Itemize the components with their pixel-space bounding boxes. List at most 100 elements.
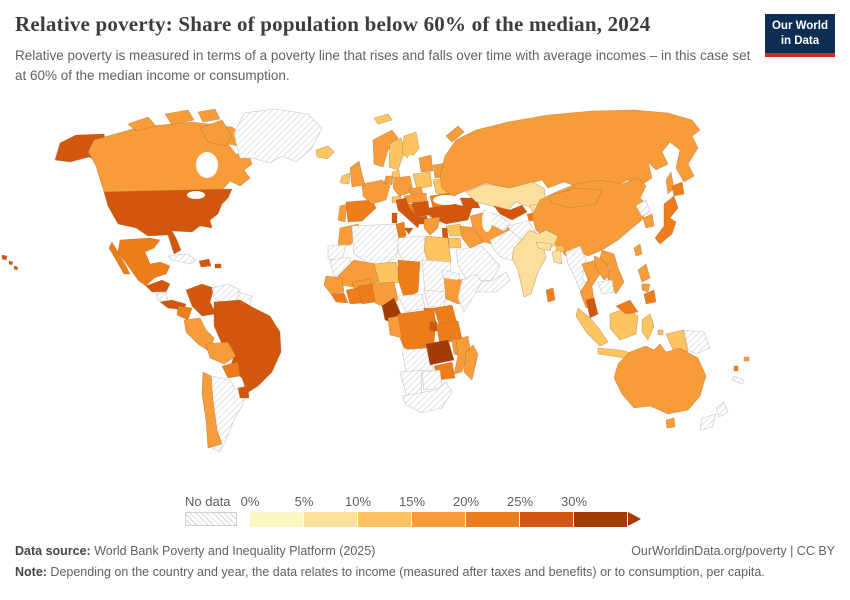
country-tunisia[interactable]: [395, 221, 407, 241]
legend-ticks: 0% 5% 10% 15% 20% 25% 30%: [241, 494, 650, 512]
country-cambodia[interactable]: [597, 279, 615, 295]
legend-bin-5-10%[interactable]: [304, 512, 358, 527]
country-greece[interactable]: [423, 216, 441, 236]
country-namibia[interactable]: [399, 369, 423, 397]
country-taiwan[interactable]: [633, 243, 643, 257]
legend-bar: [250, 512, 650, 527]
baja-california[interactable]: [108, 241, 131, 275]
luzon[interactable]: [637, 263, 651, 283]
country-syria[interactable]: [445, 223, 463, 237]
legend-bin-20-25%[interactable]: [466, 512, 520, 527]
country-nepal[interactable]: [535, 241, 553, 252]
country-usa[interactable]: [103, 188, 233, 255]
moluccas[interactable]: [657, 329, 664, 336]
sulawesi[interactable]: [641, 313, 655, 341]
sicily[interactable]: [403, 227, 414, 235]
country-mindanao[interactable]: [643, 289, 657, 305]
country-russia[interactable]: [439, 109, 701, 197]
novaya-zemlya[interactable]: [445, 125, 465, 143]
country-congo-gabon[interactable]: [387, 315, 403, 339]
country-north-korea[interactable]: [635, 199, 651, 217]
country-south-sudan[interactable]: [423, 289, 447, 309]
legend-bin-25-30%[interactable]: [520, 512, 574, 527]
country-hispaniola[interactable]: [198, 258, 212, 268]
country-botswana[interactable]: [421, 369, 443, 391]
country-south-korea[interactable]: [642, 213, 655, 229]
owid-logo[interactable]: Our World in Data: [764, 14, 835, 57]
country-iceland[interactable]: [315, 145, 335, 160]
country-poland[interactable]: [412, 171, 433, 190]
country-mexico[interactable]: [117, 237, 171, 287]
sumatra[interactable]: [575, 307, 609, 347]
legend-bin-30%+[interactable]: [574, 512, 628, 527]
country-norway[interactable]: [372, 129, 399, 168]
country-baltics[interactable]: [418, 154, 434, 173]
country-uruguay[interactable]: [237, 385, 250, 399]
canada-arctic-islands[interactable]: [127, 108, 233, 147]
country-mozambique[interactable]: [453, 335, 471, 375]
legend-no-data-swatch[interactable]: [185, 512, 237, 526]
country-somalia[interactable]: [457, 273, 483, 313]
country-fiji[interactable]: [743, 356, 750, 362]
country-rwanda-burundi[interactable]: [429, 321, 438, 332]
country-cuba[interactable]: [167, 253, 197, 265]
legend-bin-10-15%[interactable]: [358, 512, 412, 527]
country-italy[interactable]: [395, 197, 421, 229]
country-central-african-republic[interactable]: [397, 293, 426, 313]
country-east-malaysia[interactable]: [615, 299, 639, 315]
country-jordan[interactable]: [447, 237, 462, 249]
country-paraguay[interactable]: [221, 361, 241, 379]
tasmania[interactable]: [665, 417, 676, 429]
country-vietnam[interactable]: [599, 249, 625, 295]
country-bolivia[interactable]: [205, 341, 237, 365]
country-finland[interactable]: [401, 131, 420, 161]
country-sierra-leone-liberia[interactable]: [330, 292, 349, 304]
country-senegal-guinea[interactable]: [323, 275, 345, 295]
country-svalbard[interactable]: [373, 113, 393, 125]
country-united-kingdom[interactable]: [349, 160, 366, 188]
country-zambia[interactable]: [425, 339, 455, 366]
legend-bin-15-20%[interactable]: [412, 512, 466, 527]
country-japan[interactable]: [654, 195, 679, 245]
country-south-africa[interactable]: [401, 381, 453, 414]
attribution-link[interactable]: OurWorldinData.org/poverty | CC BY: [631, 544, 835, 558]
country-ireland[interactable]: [339, 172, 351, 185]
country-portugal[interactable]: [337, 203, 348, 223]
country-angola[interactable]: [401, 347, 434, 373]
sardinia[interactable]: [391, 212, 398, 224]
country-nicaragua[interactable]: [155, 291, 169, 303]
country-uzbekistan[interactable]: [493, 204, 528, 221]
new-zealand-south[interactable]: [699, 413, 717, 431]
country-saudi-arabia[interactable]: [455, 245, 501, 283]
legend-tick-label: 20%: [452, 494, 480, 509]
hokkaido[interactable]: [671, 181, 685, 197]
country-guatemala-honduras[interactable]: [145, 279, 171, 293]
country-new-caledonia[interactable]: [731, 375, 745, 385]
country-benelux[interactable]: [383, 175, 394, 186]
country-france[interactable]: [361, 179, 391, 205]
country-greenland[interactable]: [233, 108, 323, 164]
country-chad[interactable]: [397, 259, 421, 299]
country-australia[interactable]: [613, 343, 707, 415]
country-vanuatu[interactable]: [733, 365, 739, 372]
country-germany[interactable]: [392, 175, 414, 197]
country-madagascar[interactable]: [463, 344, 479, 381]
country-bangladesh[interactable]: [551, 249, 563, 265]
country-eritrea-djibouti[interactable]: [441, 269, 461, 281]
country-papua-new-guinea[interactable]: [683, 329, 711, 355]
country-sri-lanka[interactable]: [545, 287, 556, 303]
legend-tick-label: 25%: [506, 494, 534, 509]
country-mongolia[interactable]: [547, 187, 603, 209]
country-ecuador[interactable]: [176, 305, 193, 321]
legend-no-data-block: No data: [185, 494, 237, 526]
baltic-sea: [407, 155, 415, 169]
legend-bin-0-5%[interactable]: [250, 512, 304, 527]
new-zealand-north[interactable]: [715, 401, 729, 418]
visayas[interactable]: [641, 283, 651, 293]
country-puerto-rico[interactable]: [214, 263, 222, 269]
country-sweden[interactable]: [388, 137, 406, 171]
hawaii-islands[interactable]: [1, 254, 19, 271]
country-colombia[interactable]: [185, 283, 217, 317]
country-malaysia[interactable]: [585, 297, 599, 319]
country-chile[interactable]: [201, 371, 223, 449]
